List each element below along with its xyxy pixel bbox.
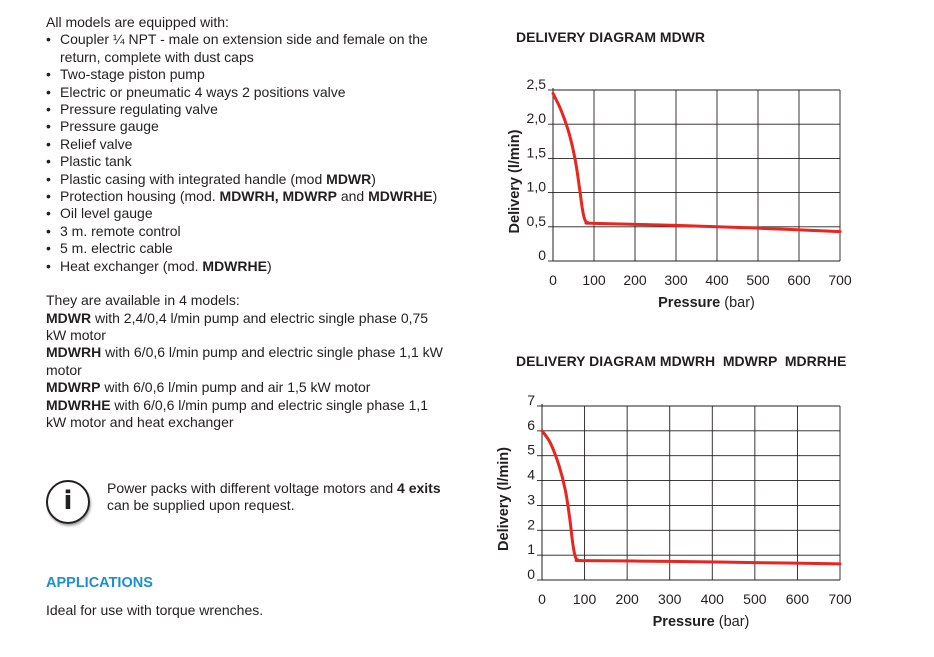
y-tick-label: 1,5 xyxy=(527,144,547,160)
y-tick-label: 2,5 xyxy=(527,76,547,92)
info-box: i Power packs with different voltage mot… xyxy=(46,478,446,532)
y-axis-label: Delivery (l/min) xyxy=(507,129,523,233)
x-tick-label: 500 xyxy=(746,272,770,288)
x-tick-label: 200 xyxy=(623,272,647,288)
model-list: MDWR with 2,4/0,4 l/min pump and electri… xyxy=(46,310,446,432)
y-tick-label: 1,0 xyxy=(527,179,547,195)
x-tick-label: 300 xyxy=(658,591,682,607)
model-item: MDWRH with 6/0,6 l/min pump and electric… xyxy=(46,344,443,378)
x-tick-label: 0 xyxy=(549,272,557,288)
x-tick-label: 600 xyxy=(786,591,810,607)
model-item: MDWRHE with 6/0,6 l/min pump and electri… xyxy=(46,396,429,430)
feature-item: Oil level gauge xyxy=(46,205,446,223)
y-tick-label: 2 xyxy=(527,516,535,532)
feature-item: 5 m. electric cable xyxy=(46,240,446,258)
y-tick-label: 0,5 xyxy=(527,213,547,229)
x-tick-label: 600 xyxy=(787,272,811,288)
x-tick-label: 700 xyxy=(828,591,852,607)
applications-text: Ideal for use with torque wrenches. xyxy=(46,602,264,618)
x-tick-label: 400 xyxy=(705,272,729,288)
delivery-curve xyxy=(551,91,842,234)
y-tick-label: 2,0 xyxy=(527,110,547,126)
y-tick-label: 0 xyxy=(527,566,535,582)
model-item: MDWR with 2,4/0,4 l/min pump and electri… xyxy=(46,309,429,343)
info-icon: i xyxy=(46,480,90,524)
feature-item: Pressure gauge xyxy=(46,118,446,136)
x-tick-label: 100 xyxy=(582,272,606,288)
x-axis-label: Pressure (bar) xyxy=(653,614,750,630)
feature-list: Coupler ¼ NPT - male on extension side a… xyxy=(46,31,446,275)
x-tick-label: 100 xyxy=(573,591,597,607)
y-tick-label: 0 xyxy=(538,247,546,263)
delivery-curve xyxy=(540,429,842,566)
y-tick-label: 4 xyxy=(527,467,535,483)
y-tick-label: 6 xyxy=(527,417,535,433)
chart-1-title: DELIVERY DIAGRAM MDWR xyxy=(516,29,705,45)
feature-item: Pressure regulating valve xyxy=(46,101,446,119)
feature-item: Electric or pneumatic 4 ways 2 positions… xyxy=(46,84,446,102)
feature-description: All models are equipped with: Coupler ¼ … xyxy=(46,14,446,431)
feature-item: Heat exchanger (mod. MDWRHE) xyxy=(46,258,446,276)
feature-item: 3 m. remote control xyxy=(46,223,446,241)
feature-item: Protection housing (mod. MDWRH, MDWRP an… xyxy=(46,188,446,206)
x-tick-label: 400 xyxy=(701,591,725,607)
model-item: MDWRP with 6/0,6 l/min pump and air 1,5 … xyxy=(46,379,371,396)
y-axis-label: Delivery (l/min) xyxy=(496,447,512,551)
models-intro: They are available in 4 models: xyxy=(46,292,240,309)
x-tick-label: 700 xyxy=(828,272,852,288)
y-tick-label: 3 xyxy=(527,491,535,507)
chart-2-title: DELIVERY DIAGRAM MDWRH MDWRP MDRRHE xyxy=(516,353,847,369)
applications-heading: APPLICATIONS xyxy=(46,575,153,591)
equipment-intro: All models are equipped with: xyxy=(46,14,229,30)
feature-item: Two-stage piston pump xyxy=(46,66,446,84)
feature-item: Relief valve xyxy=(46,136,446,154)
x-tick-label: 300 xyxy=(664,272,688,288)
feature-item: Plastic tank xyxy=(46,153,446,171)
x-tick-label: 0 xyxy=(538,591,546,607)
x-tick-label: 500 xyxy=(743,591,767,607)
feature-item: Coupler ¼ NPT - male on extension side a… xyxy=(46,31,446,66)
y-tick-label: 7 xyxy=(527,392,535,408)
y-tick-label: 1 xyxy=(527,541,535,557)
y-tick-label: 5 xyxy=(527,442,535,458)
feature-item: Plastic casing with integrated handle (m… xyxy=(46,171,446,189)
x-axis-label: Pressure (bar) xyxy=(658,295,755,311)
info-text: Power packs with different voltage motor… xyxy=(107,480,441,514)
x-tick-label: 200 xyxy=(615,591,639,607)
